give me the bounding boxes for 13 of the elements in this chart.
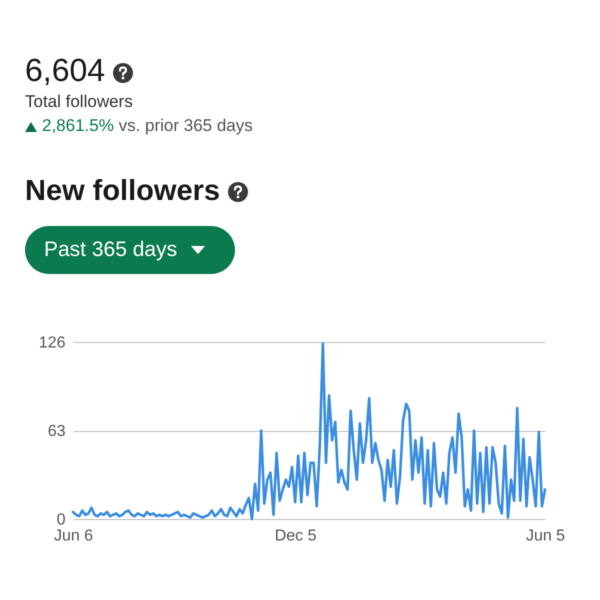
x-tick-label: Jun 5 — [526, 528, 566, 544]
chart-title: New followers — [25, 175, 221, 208]
text: 2,861.5% — [42, 116, 114, 135]
y-tick-label: 63 — [48, 423, 66, 440]
text: Total followers — [25, 92, 133, 112]
text: vs. prior 365 days — [118, 116, 253, 135]
y-tick-label: 0 — [56, 512, 66, 528]
dropdown-field: Past 365 days — [25, 226, 235, 274]
line-series — [72, 342, 546, 520]
x-tick-label: Jun 6 — [54, 528, 94, 544]
y-tick-label: 126 — [38, 334, 66, 352]
text: 6,604 — [25, 52, 106, 89]
x-tick-label: Dec 5 — [274, 528, 317, 544]
